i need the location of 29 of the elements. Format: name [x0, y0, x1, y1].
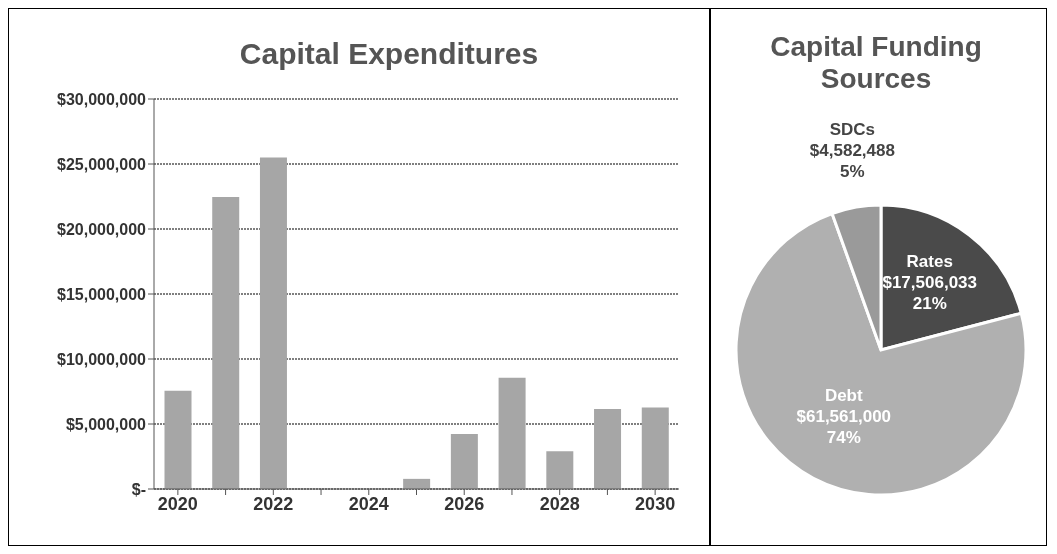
chart-title: Capital Expenditures: [238, 36, 540, 72]
y-tick-label: $5,000,000: [65, 415, 147, 433]
slice-label: SDCs: [829, 120, 876, 140]
bar: [164, 390, 192, 489]
slice-label: Debt: [824, 385, 864, 405]
x-tick-label: 2030: [635, 493, 676, 514]
bar: [546, 451, 574, 489]
bar: [594, 409, 622, 489]
x-tick-label: 2020: [157, 493, 198, 514]
y-tick-label: $-: [131, 480, 146, 498]
bar: [498, 377, 526, 489]
y-tick-label: $30,000,000: [57, 90, 147, 108]
bar: [259, 157, 287, 489]
bar: [212, 196, 240, 489]
bar: [641, 407, 669, 489]
y-tick-label: $20,000,000: [57, 220, 147, 238]
x-tick-label: 2022: [253, 493, 294, 514]
x-tick-label: 2026: [444, 493, 485, 514]
x-tick-label: 2028: [539, 493, 580, 514]
slice-label: Rates: [906, 251, 953, 271]
x-tick-label: 2024: [348, 493, 389, 514]
chart-title: Capital Funding Sources: [769, 30, 983, 95]
y-tick-label: $15,000,000: [57, 285, 147, 303]
data-label: $61,561,000 74%: [796, 406, 892, 447]
bar: [450, 433, 478, 489]
y-tick-label: $10,000,000: [57, 350, 147, 368]
y-tick-label: $25,000,000: [57, 155, 147, 173]
data-label: $4,582,488 5%: [809, 141, 895, 182]
data-label: $17,506,033 21%: [882, 272, 978, 313]
